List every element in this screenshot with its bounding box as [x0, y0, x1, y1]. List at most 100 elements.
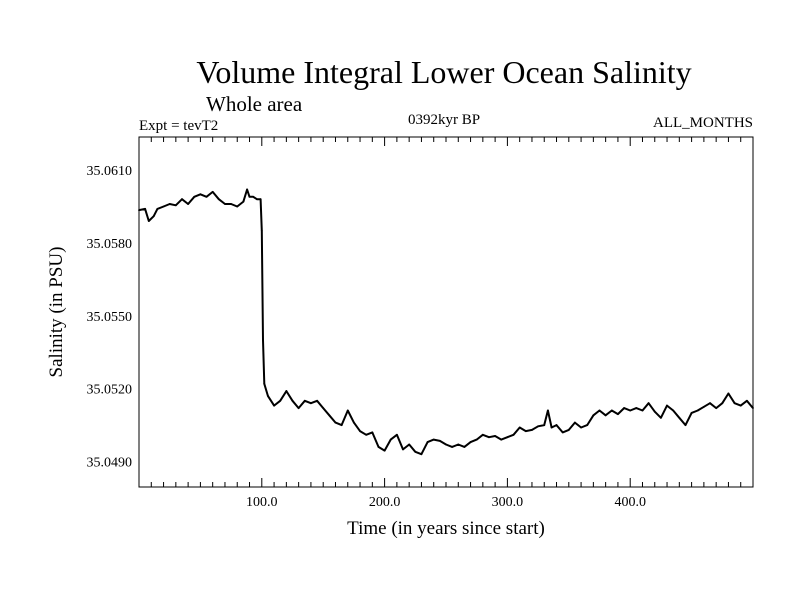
data-point [623, 407, 625, 409]
data-point [494, 435, 497, 437]
data-point [555, 424, 558, 426]
data-point [263, 382, 266, 385]
data-point [426, 441, 429, 443]
data-point [334, 421, 337, 424]
data-point [389, 438, 392, 441]
y-tick-label: 35.0490 [87, 455, 133, 470]
axes-group: 100.0 200.0 300.0 400.0 35.0490 35.0520 35.055… [87, 137, 742, 510]
data-point [592, 414, 595, 417]
data-point [481, 433, 484, 436]
data-point [547, 409, 549, 412]
data-point [561, 431, 564, 434]
data-point [236, 205, 239, 208]
data-point [457, 443, 460, 446]
data-point [371, 431, 374, 434]
data-point [604, 414, 607, 417]
data-point [715, 407, 718, 409]
data-point [365, 433, 368, 436]
data-point [273, 404, 275, 407]
data-point [408, 443, 411, 446]
data-point [745, 399, 748, 402]
data-point [297, 407, 300, 409]
data-point [248, 195, 251, 198]
data-point [267, 395, 269, 397]
data-point [395, 433, 398, 436]
data-point [727, 392, 730, 395]
x-axis-label: Time (in years since start) [347, 518, 545, 539]
data-point [531, 429, 533, 431]
x-tick-label: 100.0 [246, 495, 278, 510]
data-point [598, 409, 601, 412]
data-point [696, 409, 699, 412]
data-point [199, 193, 202, 196]
data-point [328, 414, 331, 417]
data-point [346, 409, 349, 412]
data-point [739, 404, 742, 407]
data-point [285, 390, 288, 392]
data-point [574, 421, 576, 424]
data-point [230, 203, 233, 205]
data-point [635, 407, 638, 409]
data-point [537, 425, 539, 428]
header-right: ALL_MONTHS [653, 115, 753, 131]
data-point [217, 198, 220, 201]
y-tick-label: 35.0580 [87, 237, 133, 252]
data-point [279, 399, 282, 402]
data-point [506, 436, 509, 439]
data-point [678, 416, 681, 419]
y-tick-label: 35.0520 [87, 383, 133, 398]
data-point [641, 409, 644, 412]
x-tick-label: 300.0 [492, 495, 524, 510]
data-point [383, 449, 386, 452]
data-point [451, 446, 454, 448]
y-axis-label: Salinity (in PSU) [46, 247, 67, 378]
data-point [259, 198, 262, 201]
data-point [353, 421, 355, 424]
data-point [469, 441, 472, 443]
data-point [310, 402, 312, 405]
data-point [550, 426, 553, 429]
data-point [211, 190, 214, 193]
data-point [475, 438, 478, 441]
chart-subtitle: Whole area [206, 92, 303, 116]
data-point [629, 409, 632, 412]
data-point [174, 204, 177, 207]
data-point [262, 339, 264, 341]
data-point [567, 429, 570, 431]
data-point [181, 198, 183, 201]
data-point [580, 426, 582, 429]
data-point [518, 426, 521, 429]
header-left: Expt = tevT2 [139, 118, 218, 134]
data-point [684, 424, 687, 426]
x-tick-label: 400.0 [614, 495, 646, 510]
data-point [187, 203, 190, 205]
data-point [144, 207, 147, 210]
data-point [205, 195, 208, 198]
data-point [152, 215, 155, 218]
y-tick-label: 35.0610 [87, 164, 133, 179]
data-point [690, 412, 693, 414]
data-point [414, 450, 417, 453]
data-point [156, 207, 159, 210]
data-point [255, 198, 258, 201]
data-point [586, 424, 589, 426]
data-point [224, 203, 226, 205]
data-point [303, 399, 306, 402]
x-tick-label: 200.0 [369, 495, 401, 510]
data-point [246, 188, 248, 191]
data-point [653, 410, 656, 413]
data-point [402, 448, 404, 451]
data-point [438, 439, 441, 442]
data-point [543, 424, 546, 426]
plot-frame [138, 136, 754, 488]
data-point [432, 438, 435, 441]
data-point [512, 433, 515, 436]
data-point [463, 446, 466, 448]
data-point [291, 399, 294, 402]
data-point [193, 195, 196, 198]
data-point [147, 220, 150, 222]
series-line [138, 188, 754, 456]
data-point [610, 409, 613, 412]
data-point [260, 229, 263, 232]
chart-title: Volume Integral Lower Ocean Salinity [196, 54, 691, 90]
